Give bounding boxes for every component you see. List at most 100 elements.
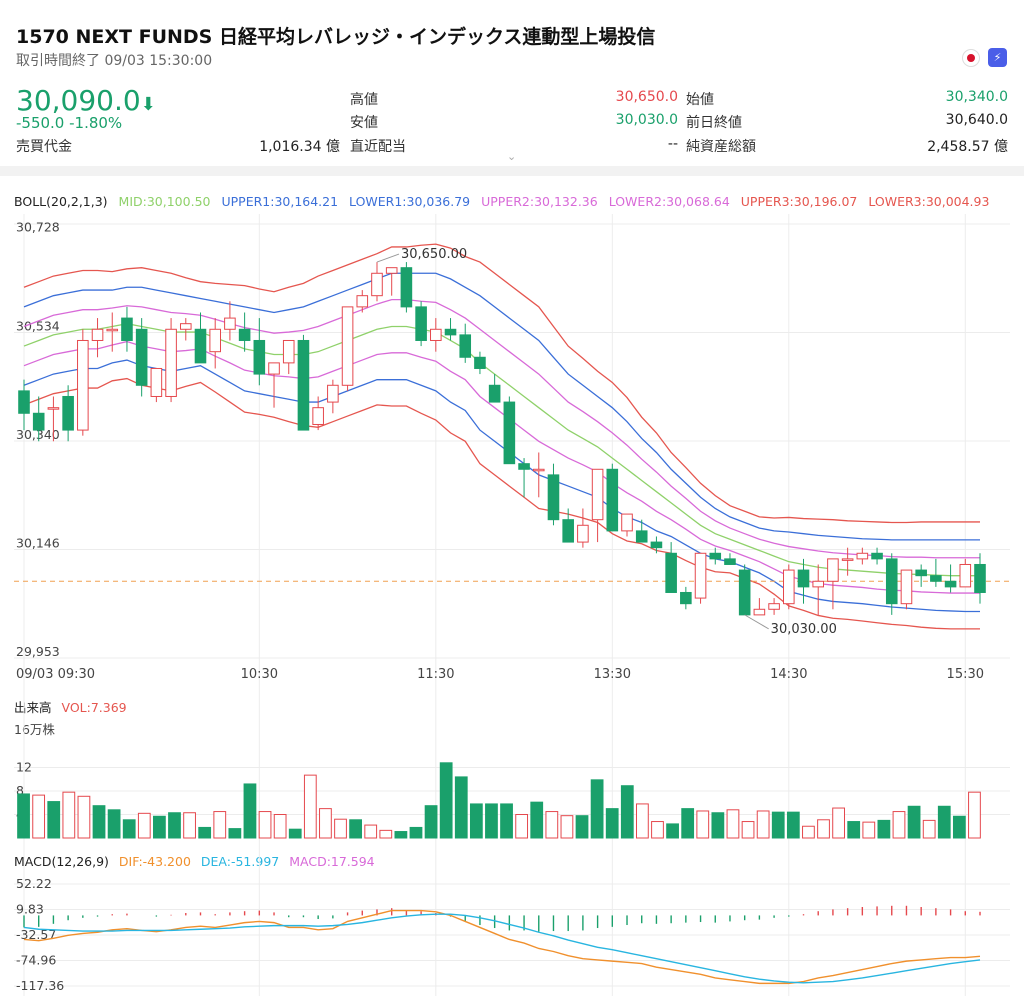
- prev-close-label: 前日終値: [686, 115, 742, 131]
- candle-body: [341, 306, 354, 386]
- volume-bar: [726, 809, 740, 839]
- candle-body: [312, 407, 324, 425]
- volume-bar: [334, 818, 347, 839]
- macd-y-tick-label: 9.83: [16, 901, 44, 916]
- current-price: 30,090.0⬇: [16, 84, 156, 117]
- boll-lower3: LOWER3:30,004.93: [868, 194, 990, 209]
- volume-bar: [258, 811, 272, 839]
- high-annotation-leader: [376, 253, 400, 263]
- section-divider: [0, 166, 1024, 176]
- volume-y-tick-label: 12: [16, 760, 32, 775]
- volume-bar: [32, 794, 46, 839]
- volume-bar: [636, 803, 649, 839]
- candle-body: [224, 317, 236, 330]
- volume-bar: [213, 811, 227, 839]
- macd-y-tick-label: -74.96: [16, 952, 56, 967]
- high-label: 高値: [350, 92, 378, 108]
- volume-bar: [922, 819, 936, 839]
- macd-y-tick-label: -117.36: [16, 978, 64, 993]
- candle-body: [694, 552, 707, 599]
- y-tick-label: 30,534: [16, 319, 60, 334]
- candle-body: [562, 519, 574, 543]
- candle-body: [430, 328, 442, 341]
- price-change: -550.0 -1.80%: [16, 114, 123, 132]
- volume-bar: [409, 826, 423, 839]
- volume-bar: [303, 774, 317, 839]
- macd-dif: DIF:-43.200: [118, 854, 191, 869]
- candle-body: [18, 390, 30, 414]
- dividend-value: --: [667, 136, 678, 152]
- volume-bar: [756, 810, 770, 839]
- volume-bar: [454, 776, 468, 839]
- candle-body: [459, 334, 472, 358]
- volume-bar: [288, 828, 302, 839]
- low-annotation: 30,030.00: [771, 622, 837, 637]
- candle-body: [371, 272, 383, 297]
- volume-bar: [575, 815, 589, 839]
- candle-body: [724, 558, 736, 565]
- volume-bar: [198, 826, 212, 839]
- candle-body: [532, 468, 545, 472]
- boll-legend: BOLL(20,2,1,3) MID:30,100.50 UPPER1:30,1…: [14, 194, 996, 209]
- boll-upper3: UPPER3:30,196.07: [740, 194, 858, 209]
- boll-upper1-line: [23, 272, 980, 541]
- candle-body: [179, 323, 192, 330]
- volume-bar: [892, 811, 906, 839]
- macd-indicator-label: MACD(12,26,9): [14, 854, 109, 869]
- y-tick-label: 30,340: [16, 427, 60, 442]
- candle-body: [106, 328, 119, 332]
- boll-lower1: LOWER1:30,036.79: [349, 194, 471, 209]
- volume-bar: [153, 815, 166, 839]
- volume-bar: [771, 811, 785, 839]
- macd-y-tick-label: 52.22: [16, 876, 52, 891]
- nav-label: 純資産総額: [686, 139, 756, 155]
- y-tick-label: 29,953: [16, 644, 60, 659]
- volume-bar: [92, 805, 106, 839]
- boll-upper1: UPPER1:30,164.21: [221, 194, 339, 209]
- x-tick-label: 11:30: [417, 667, 454, 682]
- expand-chevron-icon[interactable]: ⌄: [507, 150, 517, 163]
- candle-body: [812, 580, 825, 588]
- volume-bar: [107, 809, 121, 839]
- candle-body: [871, 552, 883, 560]
- candle-body: [930, 575, 942, 582]
- candle-body: [738, 569, 751, 616]
- candle-body: [680, 591, 692, 605]
- volume-bar: [545, 811, 559, 839]
- macd-dif-line: [23, 909, 981, 985]
- boll-lower1-line: [23, 359, 980, 613]
- macd-value: MACD:17.594: [289, 854, 375, 869]
- high-annotation: 30,650.00: [401, 247, 467, 262]
- open-value: 30,340.0: [945, 89, 1008, 105]
- volume-bar: [620, 785, 634, 839]
- candle-body: [474, 356, 486, 369]
- candle-body: [400, 267, 413, 308]
- volume-bar: [847, 821, 861, 839]
- volume-bar: [228, 828, 242, 839]
- volume-bar: [439, 762, 453, 839]
- turnover-value: 1,016.34 億: [259, 139, 340, 155]
- candle-body: [194, 328, 207, 364]
- volume-bar: [817, 819, 830, 839]
- volume-bar: [681, 808, 695, 839]
- volume-bar: [786, 811, 800, 839]
- boll-indicator-label: BOLL(20,2,1,3): [14, 194, 108, 209]
- volume-bar: [711, 812, 725, 839]
- x-tick-label: 13:30: [594, 667, 631, 682]
- candle-body: [62, 395, 74, 431]
- volume-bar: [937, 805, 951, 839]
- boll-upper3-line: [23, 243, 980, 524]
- volume-bar: [696, 810, 710, 839]
- macd-dea-line: [23, 913, 981, 984]
- candle-body: [282, 339, 295, 364]
- lightning-icon[interactable]: ⚡: [988, 48, 1007, 67]
- down-arrow-icon: ⬇: [140, 94, 156, 115]
- volume-bar: [183, 812, 196, 839]
- volume-bar: [530, 801, 544, 839]
- boll-lower3-line: [23, 377, 980, 630]
- volume-bar: [168, 812, 181, 839]
- candle-body: [900, 569, 913, 605]
- candle-body: [635, 530, 648, 543]
- candle-body: [488, 384, 501, 403]
